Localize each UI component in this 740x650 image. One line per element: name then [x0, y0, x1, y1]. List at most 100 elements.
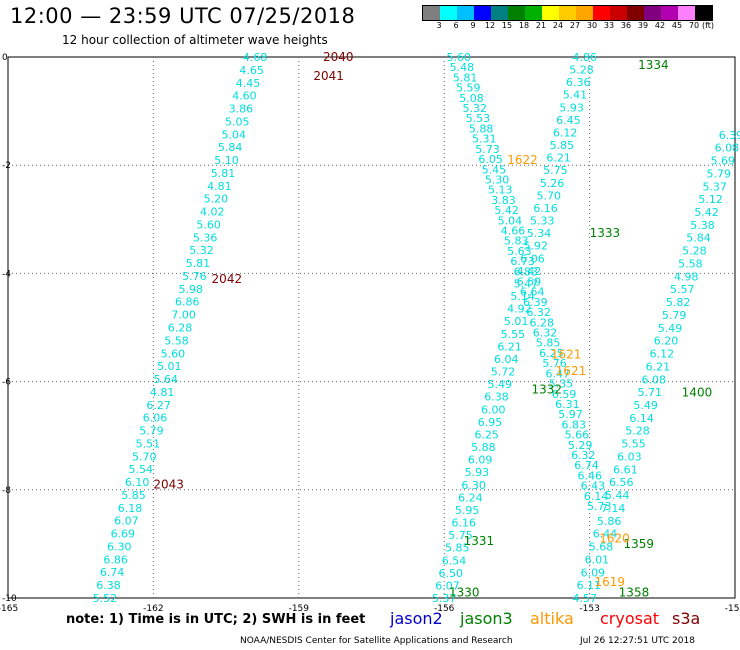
- wave-height-value: 5.79: [707, 167, 732, 180]
- wave-height-value: 4.42: [517, 265, 542, 278]
- wave-height-value: 5.12: [698, 193, 723, 206]
- wave-height-value: 5.37: [702, 180, 727, 193]
- pass-time-label: 1620: [599, 531, 630, 545]
- wave-height-value: 5.32: [189, 244, 214, 257]
- wave-height-value: 5.54: [128, 463, 153, 476]
- pass-time-label: 1619: [594, 575, 625, 589]
- color-scale-label: 15: [501, 21, 513, 30]
- wave-height-value: 4.86: [573, 51, 598, 64]
- wave-height-value: 6.73: [510, 255, 535, 268]
- y-tick-label: -4: [2, 269, 11, 279]
- wave-height-value: 5.28: [682, 245, 707, 258]
- page-title: 12:00 — 23:59 UTC 07/25/2018: [10, 4, 356, 28]
- page-subtitle: 12 hour collection of altimeter wave hei…: [62, 33, 328, 47]
- wave-height-value: 5.26: [540, 177, 565, 190]
- wave-height-value: 5.31: [472, 133, 497, 146]
- wave-height-value: 6.31: [555, 398, 580, 411]
- color-scale-label: 45: [671, 21, 683, 30]
- wave-height-value: 5.44: [605, 489, 630, 502]
- wave-height-value: 6.16: [452, 517, 477, 530]
- wave-height-value: 6.86: [103, 553, 128, 566]
- color-swatch: [661, 6, 678, 20]
- wave-height-value: 5.36: [193, 231, 218, 244]
- color-scale-label: 70: [688, 21, 700, 30]
- wave-height-value: 5.58: [678, 257, 703, 270]
- wave-height-value: 6.28: [530, 316, 555, 329]
- pass-time-label: 1400: [682, 385, 713, 399]
- pass-time-label: 1359: [624, 537, 655, 551]
- wave-height-value: 3.86: [229, 103, 254, 116]
- pass-time-label: 1330: [449, 586, 480, 600]
- wave-height-value: 5.55: [621, 438, 646, 451]
- color-scale-bar: [422, 5, 713, 21]
- wave-height-value: 5.35: [549, 378, 574, 391]
- legend-jason3: jason3: [460, 609, 513, 628]
- pass-time-label: 2040: [323, 50, 354, 64]
- wave-height-value: 5.75: [543, 164, 568, 177]
- wave-height-value: 5.20: [204, 193, 229, 206]
- wave-height-value: 6.30: [107, 540, 132, 553]
- color-swatch: [423, 6, 440, 20]
- wave-height-value: 5.71: [637, 386, 662, 399]
- color-scale-label: 39: [637, 21, 649, 30]
- wave-height-value: 6.21: [497, 340, 522, 353]
- wave-height-value: 6.46: [577, 469, 602, 482]
- wave-height-value: 6.25: [539, 347, 564, 360]
- color-scale-label: 3: [436, 21, 442, 30]
- wave-height-value: 6.09: [468, 454, 493, 467]
- wave-height-value: 6.95: [478, 416, 503, 429]
- wave-height-value: 5.85: [550, 139, 575, 152]
- color-scale-label: 12: [484, 21, 496, 30]
- wave-height-value: 5.63: [507, 245, 532, 258]
- color-scale-label: 30: [586, 21, 598, 30]
- color-swatch: [440, 6, 457, 20]
- wave-height-value: 5.81: [186, 257, 211, 270]
- footnote: note: 1) Time is in UTC; 2) SWH is in fe…: [66, 612, 366, 627]
- color-scale-label: 27: [569, 21, 581, 30]
- wave-height-value: 6.08: [642, 373, 667, 386]
- wave-height-value: 6.08: [715, 142, 740, 155]
- wave-height-value: 5.79: [139, 425, 164, 438]
- wave-height-value: 6.83: [514, 265, 539, 278]
- wave-height-value: 6.47: [546, 367, 571, 380]
- wave-height-value: 4.98: [674, 270, 699, 283]
- credit-text: NOAA/NESDIS Center for Satellite Applica…: [240, 636, 513, 646]
- wave-height-value: 6.21: [546, 152, 571, 165]
- wave-height-value: 6.50: [438, 567, 463, 580]
- wave-height-value: 5.48: [450, 61, 475, 74]
- legend-s3a: s3a: [672, 609, 701, 628]
- color-scale-label: 9: [470, 21, 476, 30]
- wave-height-value: 5.82: [666, 296, 691, 309]
- wave-height-value: 5.45: [482, 163, 507, 176]
- wave-height-value: 6.39: [523, 296, 548, 309]
- wave-height-value: 6.59: [552, 388, 577, 401]
- wave-height-value: 4.60: [232, 90, 257, 103]
- wave-height-value: 5.85: [536, 337, 561, 350]
- wave-height-value: 5.79: [662, 309, 687, 322]
- wave-height-value: 6.12: [650, 348, 675, 361]
- legend-cryosat: cryosat: [600, 609, 660, 628]
- wave-height-value: 5.47: [514, 277, 539, 290]
- color-swatch: [576, 6, 593, 20]
- x-tick-label: -150: [725, 604, 740, 614]
- wave-height-value: 6.32: [571, 449, 596, 462]
- wave-height-value: 5.81: [453, 71, 478, 84]
- wave-height-value: 4.45: [236, 77, 261, 90]
- wave-height-value: 6.20: [654, 335, 679, 348]
- wave-height-value: 5.13: [488, 184, 513, 197]
- wave-height-value: 5.58: [164, 334, 189, 347]
- wave-height-value: 5.28: [625, 425, 650, 438]
- legend-jason2: jason2: [390, 609, 443, 628]
- wave-height-value: 5.34: [527, 227, 552, 240]
- color-swatch: [610, 6, 627, 20]
- wave-height-value: 6.74: [100, 566, 125, 579]
- wave-height-value: 6.43: [581, 480, 606, 493]
- wave-height-value: 5.93: [559, 101, 584, 114]
- wave-height-value: 5.98: [179, 283, 204, 296]
- wave-height-value: 5.37: [432, 592, 457, 605]
- x-tick-label: -153: [579, 604, 599, 614]
- wave-height-value: 4.57: [573, 592, 598, 605]
- wave-height-value: 5.73: [587, 500, 612, 513]
